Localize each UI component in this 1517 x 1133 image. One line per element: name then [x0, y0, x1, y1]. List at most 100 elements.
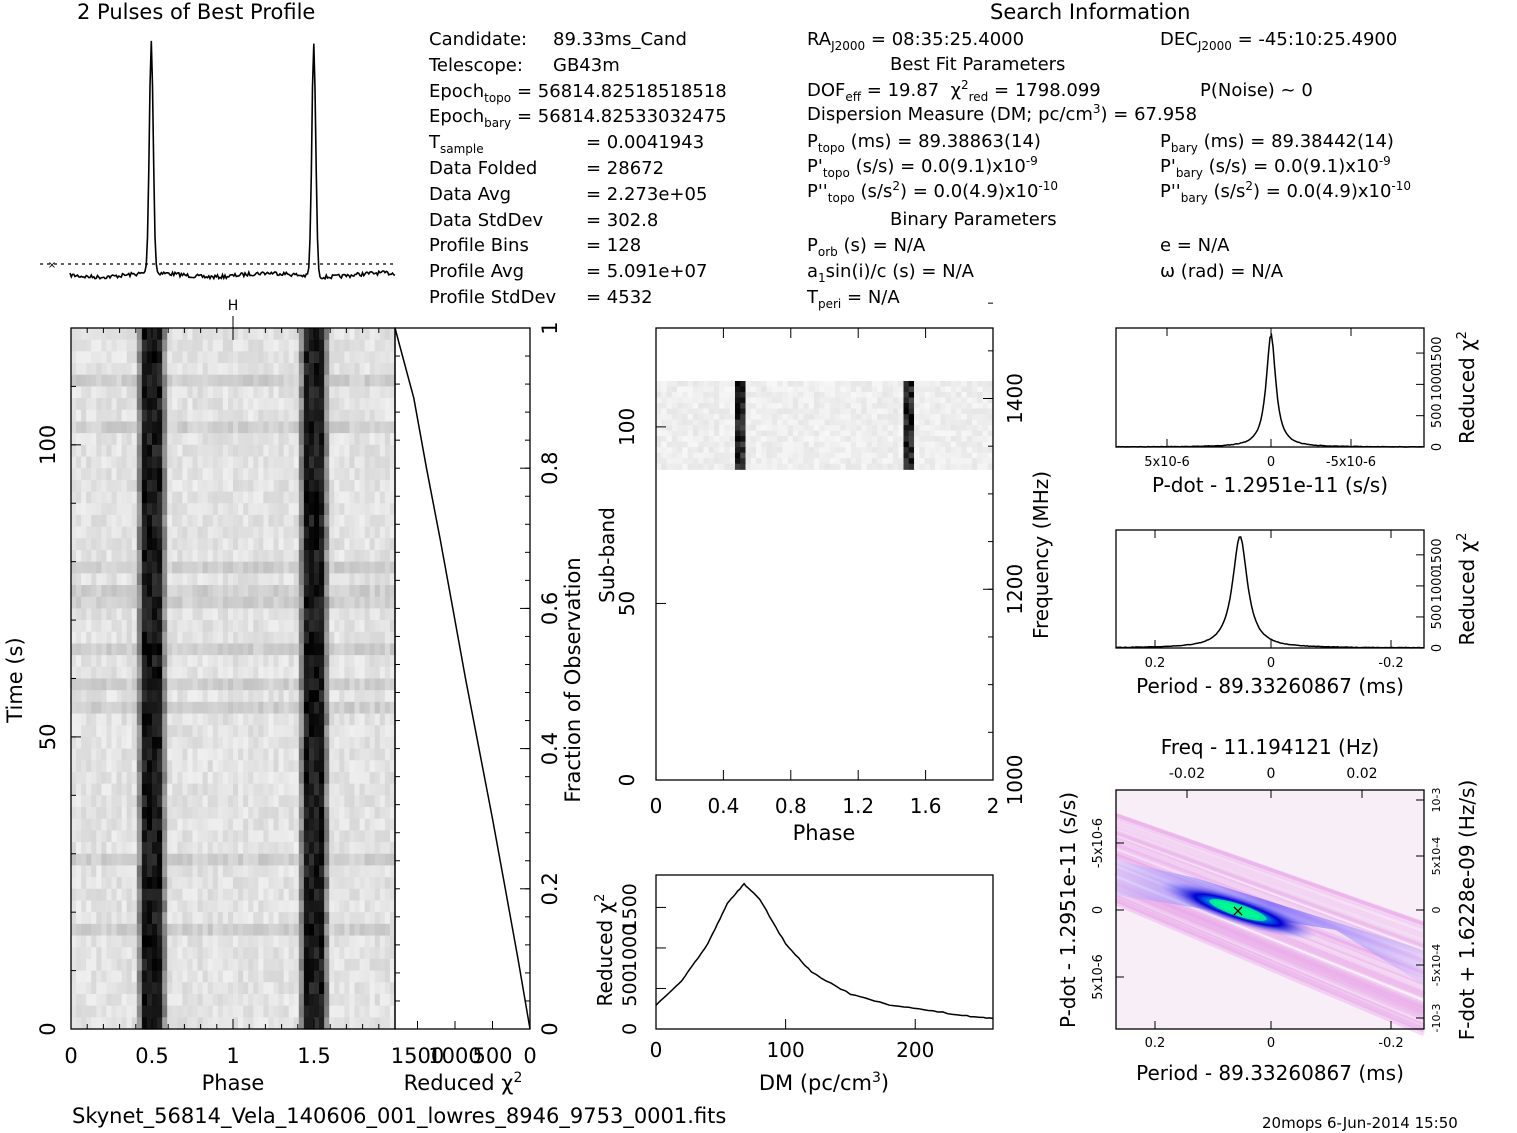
- time-phase-cell: [344, 456, 351, 469]
- time-phase-cell: [182, 468, 189, 481]
- phase-tick: 1.5: [297, 1044, 330, 1068]
- subband-cell: [903, 425, 910, 432]
- time-phase-cell: [283, 900, 290, 913]
- subband-cell: [966, 403, 973, 410]
- time-phase-cell: [233, 421, 239, 434]
- time-phase-cell: [141, 444, 148, 458]
- time-phase-cell: [268, 853, 275, 867]
- time-phase-cell: [131, 596, 138, 609]
- subband-cell: [756, 386, 762, 393]
- subband-cell: [840, 452, 847, 459]
- time-phase-cell: [293, 830, 300, 843]
- time-phase-cell: [207, 573, 214, 586]
- time-phase-cell: [146, 982, 153, 995]
- time-phase-cell: [217, 1005, 224, 1018]
- subband-cell: [750, 419, 757, 426]
- subband-cell: [914, 380, 920, 388]
- time-phase-cell: [212, 713, 219, 726]
- time-phase-cell: [248, 818, 254, 831]
- time-phase-cell: [329, 479, 335, 493]
- time-phase-cell: [278, 456, 285, 469]
- subband-cell: [982, 403, 989, 410]
- time-phase-cell: [248, 947, 254, 960]
- subband-cell: [671, 419, 678, 426]
- time-phase-cell: [389, 538, 396, 551]
- time-phase-cell: [227, 631, 234, 645]
- time-phase-cell: [248, 736, 254, 750]
- time-phase-cell: [253, 374, 259, 388]
- time-phase-cell: [248, 561, 254, 574]
- time-phase-cell: [384, 807, 391, 820]
- time-phase-cell: [131, 748, 138, 761]
- time-phase-cell: [283, 596, 290, 609]
- chi2-tick: 500: [472, 1044, 512, 1068]
- time-phase-cell: [182, 538, 189, 551]
- time-phase-cell: [222, 374, 229, 388]
- time-phase-cell: [359, 807, 366, 820]
- time-phase-cell: [354, 771, 361, 785]
- time-phase-cell: [152, 935, 158, 948]
- time-phase-cell: [141, 993, 148, 1007]
- time-phase-cell: [136, 409, 143, 423]
- info-label: Data StdDev: [429, 209, 544, 231]
- subband-cell: [666, 436, 673, 443]
- time-phase-cell: [177, 877, 183, 890]
- time-phase-cell: [233, 771, 239, 785]
- time-phase-cell: [263, 912, 270, 925]
- time-phase-cell: [354, 643, 361, 656]
- time-phase-cell: [172, 421, 178, 434]
- time-phase-cell: [177, 643, 183, 656]
- time-phase-cell: [146, 456, 153, 469]
- time-phase-cell: [238, 491, 244, 504]
- time-phase-cell: [238, 363, 244, 376]
- time-phase-cell: [303, 748, 310, 761]
- subband-cell: [824, 430, 831, 437]
- time-phase-cell: [379, 351, 386, 364]
- time-phase-cell: [162, 923, 168, 937]
- subband-cell: [903, 403, 910, 410]
- time-phase-cell: [293, 690, 300, 703]
- subband-cell: [914, 441, 920, 448]
- subband-cell: [666, 430, 673, 437]
- time-phase-cell: [314, 1017, 320, 1030]
- time-phase-cell: [172, 982, 178, 995]
- time-phase-cell: [217, 865, 224, 878]
- time-phase-cell: [339, 585, 345, 598]
- time-phase-cell: [182, 888, 189, 902]
- time-phase-cell: [106, 947, 113, 960]
- time-phase-cell: [233, 935, 239, 948]
- subband-cell: [734, 397, 741, 404]
- time-phase-cell: [364, 690, 371, 703]
- time-phase-cell: [283, 818, 290, 831]
- time-phase-cell: [278, 409, 285, 423]
- subband-cell: [977, 452, 984, 459]
- time-phase-cell: [384, 877, 391, 890]
- time-phase-cell: [192, 328, 199, 341]
- time-phase-cell: [177, 596, 183, 609]
- time-phase-cell: [303, 491, 310, 504]
- time-phase-cell: [106, 877, 113, 890]
- time-phase-cell: [319, 363, 325, 376]
- time-phase-cell: [91, 736, 97, 750]
- time-phase-cell: [101, 783, 108, 796]
- time-phase-cell: [91, 958, 97, 972]
- time-phase-cell: [217, 958, 224, 972]
- time-phase-cell: [324, 748, 330, 761]
- time-phase-cell: [389, 456, 396, 469]
- time-phase-cell: [384, 514, 391, 528]
- time-phase-cell: [111, 982, 118, 995]
- time-phase-cell: [71, 1005, 77, 1018]
- time-phase-cell: [212, 842, 219, 855]
- subband-cell: [977, 397, 984, 404]
- time-phase-cell: [217, 491, 224, 504]
- time-phase-cell: [162, 363, 168, 376]
- time-phase-cell: [268, 993, 275, 1007]
- time-phase-cell: [116, 386, 123, 399]
- time-phase-cell: [268, 982, 275, 995]
- time-phase-cell: [222, 923, 229, 937]
- time-phase-cell: [111, 678, 118, 691]
- time-phase-cell: [177, 421, 183, 434]
- time-phase-cell: [283, 666, 290, 680]
- time-phase-cell: [384, 1005, 391, 1018]
- time-phase-cell: [384, 830, 391, 843]
